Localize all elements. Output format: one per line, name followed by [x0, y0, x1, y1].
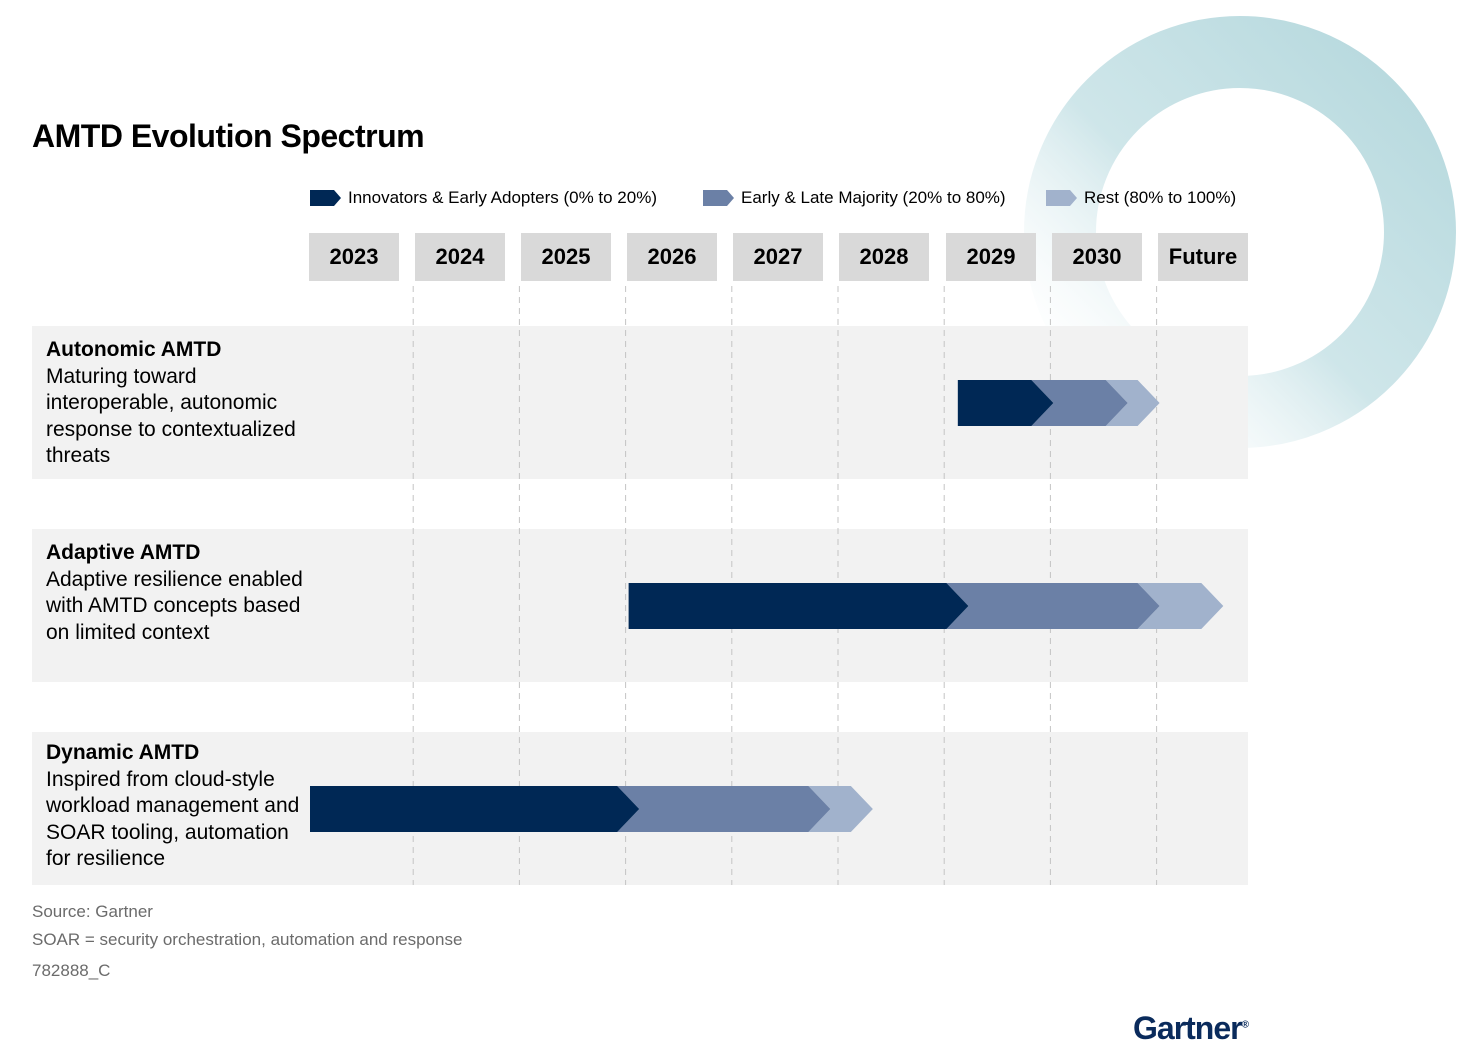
legend-item-majority: Early & Late Majority (20% to 80%) — [703, 188, 1006, 208]
row-label-dynamic: Dynamic AMTD Inspired from cloud-style w… — [46, 740, 306, 873]
chart-title: AMTD Evolution Spectrum — [32, 118, 425, 154]
row-description-dynamic: Inspired from cloud-style workload manag… — [46, 767, 300, 871]
legend-label-majority: Early & Late Majority (20% to 80%) — [741, 188, 1006, 207]
year-header-2027: 2027 — [733, 233, 823, 281]
bar-segment-dynamic-3 — [808, 786, 873, 832]
row-name-dynamic: Dynamic AMTD — [46, 741, 200, 764]
year-header-2026: 2026 — [627, 233, 717, 281]
abbreviation-note: SOAR = security orchestration, automatio… — [32, 930, 463, 949]
legend-swatch-innovators — [310, 190, 341, 206]
year-header-2025: 2025 — [521, 233, 611, 281]
logo-text: Gartner — [1133, 1010, 1243, 1046]
logo-registered-mark: ® — [1241, 1019, 1249, 1031]
year-header-2024: 2024 — [415, 233, 505, 281]
row-name-autonomic: Autonomic AMTD — [46, 338, 222, 361]
bar-segment-autonomic-1 — [957, 380, 1054, 426]
legend-label-innovators: Innovators & Early Adopters (0% to 20%) — [348, 188, 657, 207]
source-note: Source: Gartner — [32, 902, 153, 921]
gartner-logo: Gartner® — [1133, 1010, 1249, 1047]
row-description-autonomic: Maturing toward interoperable, autonomic… — [46, 364, 296, 468]
bar-segment-autonomic-2 — [1031, 380, 1128, 426]
row-name-adaptive: Adaptive AMTD — [46, 541, 201, 564]
bar-segment-adaptive-2 — [946, 583, 1160, 629]
bar-segment-dynamic-2 — [617, 786, 831, 832]
legend-item-innovators: Innovators & Early Adopters (0% to 20%) — [310, 188, 657, 208]
legend-item-rest: Rest (80% to 100%) — [1046, 188, 1236, 208]
bar-segment-adaptive-3 — [1137, 583, 1224, 629]
year-header-2029: 2029 — [946, 233, 1036, 281]
row-label-autonomic: Autonomic AMTD Maturing toward interoper… — [46, 337, 306, 470]
figure-id: 782888_C — [32, 961, 111, 980]
year-header-2023: 2023 — [309, 233, 399, 281]
year-header-2028: 2028 — [839, 233, 929, 281]
bar-segment-dynamic-1 — [310, 786, 640, 832]
bar-segment-adaptive-1 — [628, 583, 969, 629]
legend-swatch-rest — [1046, 190, 1077, 206]
row-description-adaptive: Adaptive resilience enabled with AMTD co… — [46, 567, 303, 644]
year-header-future: Future — [1158, 233, 1248, 281]
row-label-adaptive: Adaptive AMTD Adaptive resilience enable… — [46, 540, 306, 646]
year-header-2030: 2030 — [1052, 233, 1142, 281]
legend-label-rest: Rest (80% to 100%) — [1084, 188, 1237, 207]
legend-swatch-majority — [703, 190, 734, 206]
bar-segment-autonomic-3 — [1105, 380, 1160, 426]
